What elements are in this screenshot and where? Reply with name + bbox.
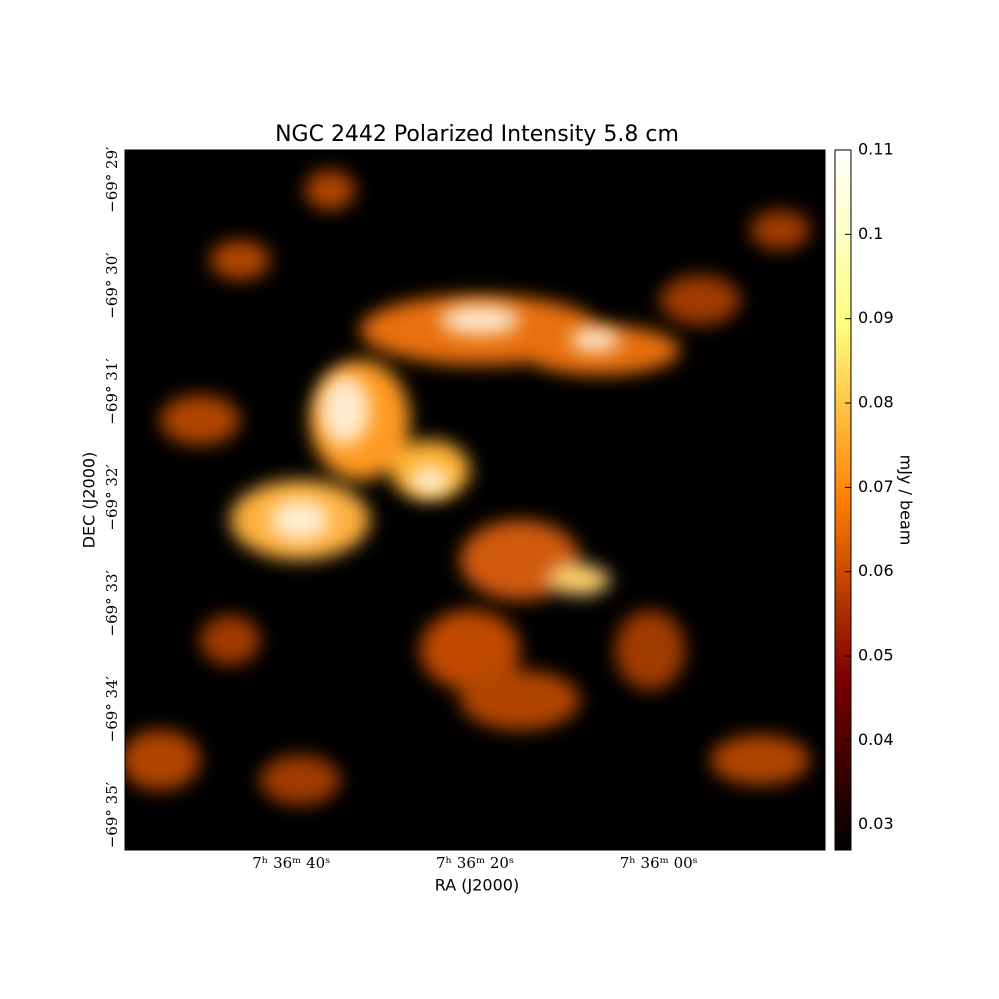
colorbar-tick-label: 0.11 <box>858 140 894 159</box>
x-tick-label: 7ʰ 36ᵐ 20ˢ <box>436 854 514 872</box>
colorbar-tick-label: 0.06 <box>858 561 894 580</box>
y-axis-label: DEC (J2000) <box>80 452 99 549</box>
colorbar-tick-label: 0.09 <box>858 308 894 327</box>
colorbar-tick-label: 0.03 <box>858 814 894 833</box>
y-tick-label: −69° 33′ <box>103 569 121 636</box>
colorbar-tick-label: 0.07 <box>858 477 894 496</box>
colorbar <box>834 149 852 851</box>
x-axis-label: RA (J2000) <box>435 876 519 895</box>
colorbar-tick-label: 0.05 <box>858 646 894 665</box>
emission <box>125 170 810 805</box>
y-tick-label: −69° 31′ <box>103 358 121 425</box>
colorbar-tick-label: 0.04 <box>858 730 894 749</box>
y-tick-label: −69° 30′ <box>103 252 121 319</box>
y-tick-label: −69° 32′ <box>103 464 121 531</box>
chart-title: NGC 2442 Polarized Intensity 5.8 cm <box>275 122 679 147</box>
colorbar-tick-label: 0.1 <box>858 224 883 243</box>
y-tick-label: −69° 34′ <box>103 675 121 742</box>
colorbar-tick-label: 0.08 <box>858 393 894 412</box>
x-tick-label: 7ʰ 36ᵐ 40ˢ <box>252 854 330 872</box>
y-tick-label: −69° 29′ <box>103 146 121 213</box>
colorbar-label: mJy / beam <box>897 455 916 546</box>
y-tick-label: −69° 35′ <box>103 781 121 848</box>
x-tick-label: 7ʰ 36ᵐ 00ˢ <box>620 854 698 872</box>
